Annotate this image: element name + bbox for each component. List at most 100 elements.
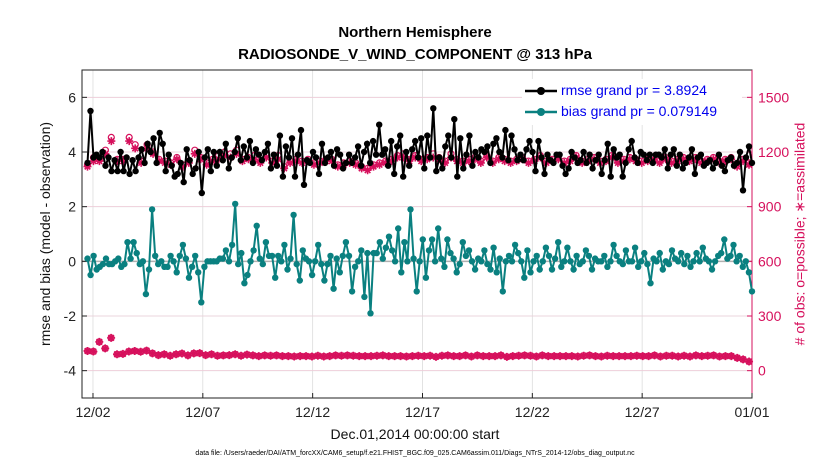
point-bias <box>668 247 676 254</box>
point-rmse <box>147 148 154 156</box>
point-obs_assimilated <box>207 350 216 359</box>
point-bias <box>496 255 503 262</box>
point-rmse <box>111 157 118 164</box>
point-bias <box>478 258 485 265</box>
point-obs_assimilated <box>550 352 559 361</box>
point-bias <box>228 241 236 249</box>
point-bias <box>515 249 522 257</box>
y-tick-label-right: 900 <box>758 199 782 215</box>
point-obs_upper_assimilated <box>464 157 473 166</box>
point-obs_assimilated <box>254 352 263 361</box>
point-bias <box>521 274 528 281</box>
point-obs_assimilated <box>449 352 458 361</box>
point-bias <box>441 263 448 270</box>
point-rmse <box>276 132 284 139</box>
legend-label-bias: bias grand pr = 0.079149 <box>561 103 718 119</box>
point-obs_assimilated <box>721 352 730 361</box>
y-tick-label-right: 1200 <box>758 144 789 160</box>
point-rmse <box>385 162 392 169</box>
point-rmse <box>586 151 593 158</box>
point-rmse <box>712 159 720 167</box>
point-rmse <box>442 143 449 150</box>
point-rmse <box>589 165 596 172</box>
point-bias <box>705 258 713 265</box>
point-rmse <box>382 146 389 153</box>
point-rmse <box>634 159 641 167</box>
point-obs_upper_assimilated <box>95 157 104 166</box>
point-bias <box>342 239 350 246</box>
point-bias <box>305 258 313 265</box>
point-bias <box>459 239 466 246</box>
point-bias <box>699 244 706 251</box>
point-rmse <box>129 157 136 164</box>
point-obs_assimilated <box>544 352 553 361</box>
point-obs_assimilated <box>260 351 269 360</box>
point-obs_assimilated <box>508 352 517 361</box>
point-obs_upper_assimilated <box>554 155 563 164</box>
point-rmse <box>159 140 166 147</box>
point-obs_assimilated <box>461 351 470 360</box>
point-rmse <box>526 137 533 145</box>
point-bias <box>601 252 608 260</box>
point-rmse <box>138 146 145 153</box>
point-rmse <box>664 165 671 172</box>
point-bias <box>195 269 202 276</box>
point-obs_assimilated <box>591 352 600 361</box>
point-bias <box>647 280 654 287</box>
series-obs_possible <box>83 334 753 366</box>
point-bias <box>173 269 180 276</box>
point-bias <box>275 252 282 260</box>
point-bias <box>564 244 571 251</box>
y-tick-label-left: 4 <box>68 144 76 160</box>
point-rmse <box>646 151 653 158</box>
point-obs_assimilated <box>313 351 322 360</box>
point-rmse <box>643 157 650 164</box>
point-rmse <box>472 148 479 156</box>
point-obs_upper_assimilated <box>506 158 515 167</box>
point-bias <box>293 260 300 268</box>
point-obs_assimilated <box>284 352 293 361</box>
point-rmse <box>661 146 668 153</box>
point-obs_upper_assimilated <box>83 162 92 171</box>
point-bias <box>198 299 205 306</box>
point-obs_assimilated <box>148 349 157 358</box>
point-obs_assimilated <box>248 351 257 360</box>
point-rmse <box>721 167 729 175</box>
point-obs_assimilated <box>697 352 706 361</box>
point-obs_upper_assimilated <box>625 155 634 164</box>
point-rmse <box>291 173 299 180</box>
point-rmse <box>99 148 106 156</box>
point-rmse <box>249 159 257 167</box>
point-rmse <box>427 154 434 161</box>
point-rmse <box>676 151 683 158</box>
point-obs_assimilated <box>644 352 653 361</box>
point-rmse <box>192 165 199 172</box>
point-bias <box>124 239 131 246</box>
point-obs_assimilated <box>733 353 742 362</box>
point-rmse <box>679 165 686 172</box>
point-rmse <box>372 151 380 158</box>
point-obs_upper_assimilated <box>137 158 146 167</box>
point-bias <box>259 260 266 268</box>
point-rmse <box>279 173 287 180</box>
point-rmse <box>285 154 293 161</box>
point-bias <box>164 263 171 270</box>
point-rmse <box>327 148 335 156</box>
point-rmse <box>186 157 193 164</box>
point-rmse <box>448 154 455 161</box>
point-rmse <box>475 154 482 161</box>
point-obs_assimilated <box>219 351 228 360</box>
point-bias <box>253 222 260 229</box>
point-bias <box>272 274 279 281</box>
point-bias <box>235 260 242 268</box>
point-rmse <box>457 135 464 142</box>
point-bias <box>518 258 525 265</box>
chart-title: Northern Hemisphere <box>338 24 492 41</box>
point-bias <box>130 239 137 246</box>
point-rmse <box>132 167 139 175</box>
point-rmse <box>739 187 747 194</box>
point-rmse <box>523 146 530 153</box>
point-bias <box>139 258 147 265</box>
point-rmse <box>360 148 368 156</box>
point-bias <box>391 258 399 265</box>
